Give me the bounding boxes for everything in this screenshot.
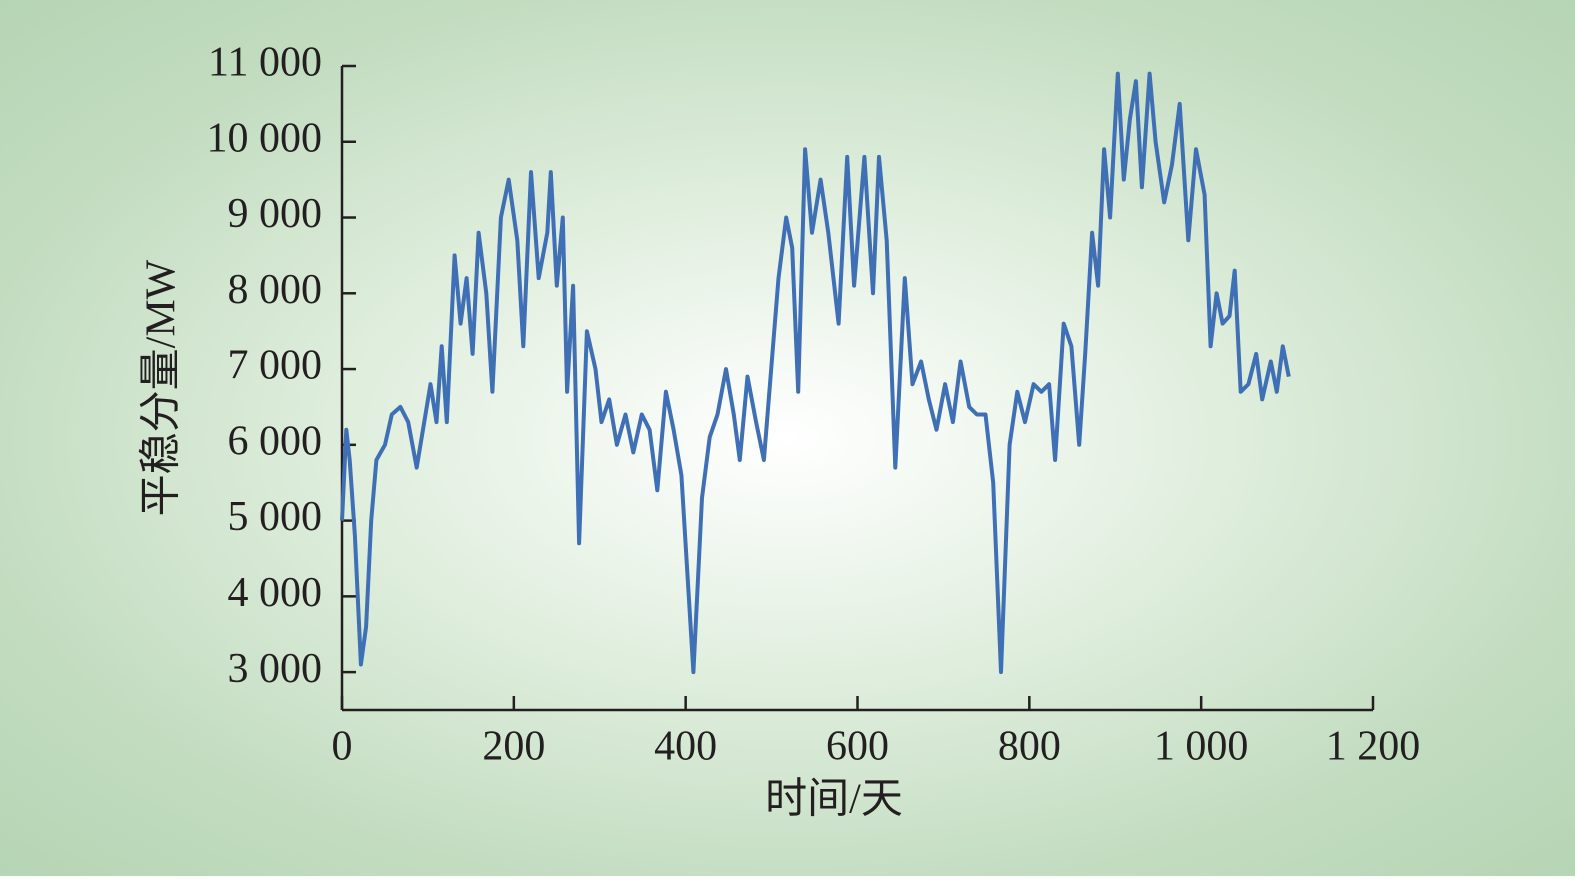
x-tick-label: 600: [826, 724, 889, 770]
x-tick-label: 1 200: [1326, 724, 1421, 770]
x-tick-label: 0: [332, 724, 353, 770]
y-axis-title: 平稳分量/MW: [139, 259, 185, 516]
y-tick-label: 7 000: [228, 343, 323, 389]
y-tick-label: 4 000: [228, 570, 323, 616]
y-tick-label: 10 000: [207, 115, 323, 161]
x-axis-title: 时间/天: [765, 777, 903, 823]
y-tick-label: 11 000: [208, 40, 322, 86]
y-tick-label: 9 000: [228, 191, 323, 237]
y-tick-label: 3 000: [228, 646, 323, 692]
y-tick-label: 8 000: [228, 267, 323, 313]
x-tick-label: 1 000: [1154, 724, 1249, 770]
y-tick-label: 5 000: [228, 494, 323, 540]
x-tick-label: 800: [998, 724, 1061, 770]
x-tick-label: 400: [654, 724, 717, 770]
y-tick-label: 6 000: [228, 418, 323, 464]
data-line: [340, 71, 1291, 675]
x-tick-label: 200: [482, 724, 545, 770]
